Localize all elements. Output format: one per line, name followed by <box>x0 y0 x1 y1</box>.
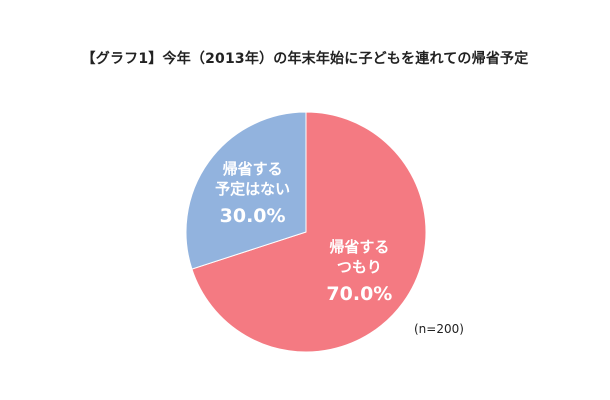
sample-size-note: (n=200) <box>414 322 464 336</box>
slice-0-label-line-0: 帰省する <box>329 238 389 256</box>
slice-0-value-label: 70.0% <box>326 283 392 305</box>
chart-title: 【グラフ1】今年（2013年）の年末年始に子どもを連れての帰省予定 <box>81 51 529 67</box>
slice-1-label-line-0: 帰省する <box>223 160 283 178</box>
pie-slices <box>185 111 427 353</box>
slice-1-label-line-1: 予定はない <box>215 180 290 198</box>
slice-1-value-label: 30.0% <box>220 205 286 227</box>
pie-slice-0 <box>191 111 427 353</box>
pie-slice-1 <box>185 111 307 270</box>
slice-0-label-line-1: つもり <box>337 258 382 276</box>
